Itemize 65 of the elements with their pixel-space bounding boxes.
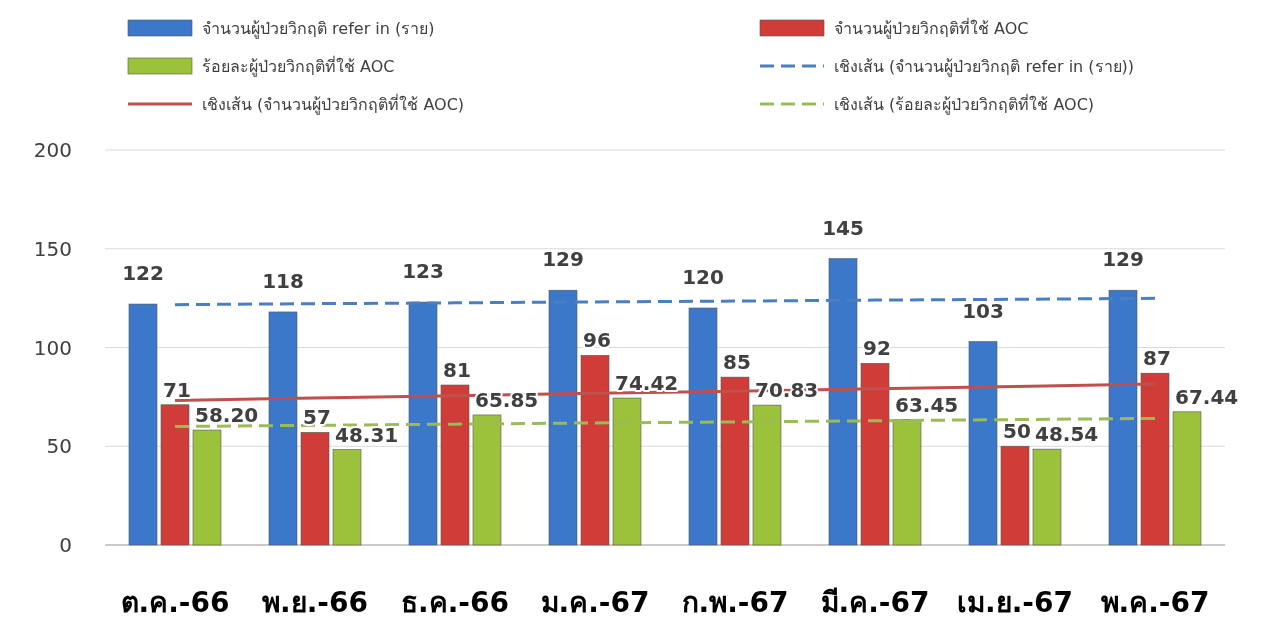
legend-label: จำนวนผู้ป่วยวิกฤติที่ใช้ AOC [834, 17, 1029, 39]
bar [128, 303, 158, 546]
bar [1172, 411, 1202, 546]
bar [300, 432, 330, 546]
data-label: 87 [1143, 346, 1171, 371]
data-label: 81 [443, 358, 471, 383]
data-label: 118 [262, 268, 304, 293]
bar [268, 311, 298, 546]
bar [440, 384, 470, 546]
bar [1000, 445, 1030, 546]
data-label: 71 [163, 377, 191, 402]
data-label: 129 [1102, 247, 1144, 272]
legend-label: จำนวนผู้ป่วยวิกฤติ refer in (ราย) [202, 19, 435, 39]
bar [720, 376, 750, 546]
data-label: 92 [863, 336, 891, 361]
data-label: 123 [402, 259, 444, 284]
data-label: 50 [1003, 419, 1031, 444]
y-tick-label: 0 [59, 533, 72, 557]
legend-label: ร้อยละผู้ป่วยวิกฤติที่ใช้ AOC [202, 55, 395, 77]
bar [688, 307, 718, 546]
x-tick-label: พ.ค.-67 [1100, 586, 1210, 619]
data-label: 58.20 [195, 403, 259, 428]
y-tick-label: 100 [33, 335, 72, 360]
legend-label: เชิงเส้น (จำนวนผู้ป่วยวิกฤติที่ใช้ AOC) [202, 93, 465, 115]
bar [332, 449, 362, 546]
data-label: 67.44 [1175, 384, 1239, 409]
x-tick-label: ต.ค.-66 [120, 586, 230, 619]
data-label: 120 [682, 265, 724, 289]
y-tick-label: 50 [46, 434, 72, 459]
bar [472, 414, 502, 546]
x-tick-label: ธ.ค.-66 [401, 586, 509, 619]
bar [860, 363, 890, 546]
data-label: 74.42 [615, 371, 679, 396]
bar [192, 429, 222, 546]
data-label: 85 [723, 350, 751, 375]
data-label: 57 [303, 405, 331, 430]
x-tick-label: เม.ย.-67 [957, 586, 1073, 619]
y-tick-label: 200 [33, 138, 72, 162]
data-label: 145 [822, 215, 864, 240]
x-tick-label: มี.ค.-67 [820, 586, 930, 619]
data-label: 96 [583, 328, 611, 353]
data-label: 48.54 [1035, 422, 1099, 447]
bar [968, 341, 998, 546]
y-tick-label: 150 [33, 236, 72, 261]
bar [548, 289, 578, 546]
x-tick-label: พ.ย.-66 [262, 586, 368, 619]
data-label: 103 [962, 298, 1004, 323]
bar [892, 419, 922, 546]
bar [1140, 372, 1170, 546]
bar [160, 404, 190, 546]
bar [828, 258, 858, 546]
data-label: 129 [542, 247, 584, 272]
legend-label: เชิงเส้น (จำนวนผู้ป่วยวิกฤติ refer in (ราย)) [834, 57, 1135, 77]
data-label: 63.45 [895, 392, 959, 417]
x-tick-label: ม.ค.-67 [540, 586, 650, 619]
bar [612, 397, 642, 546]
data-label: 122 [122, 261, 164, 286]
bar [408, 301, 438, 546]
bar [752, 404, 782, 546]
data-label: 48.31 [335, 422, 399, 447]
legend-label: เชิงเส้น (ร้อยละผู้ป่วยวิกฤติที่ใช้ AOC) [834, 93, 1095, 115]
x-tick-label: ก.พ.-67 [681, 586, 789, 619]
bar [1032, 448, 1062, 546]
bar [580, 355, 610, 546]
bar [1108, 289, 1138, 546]
